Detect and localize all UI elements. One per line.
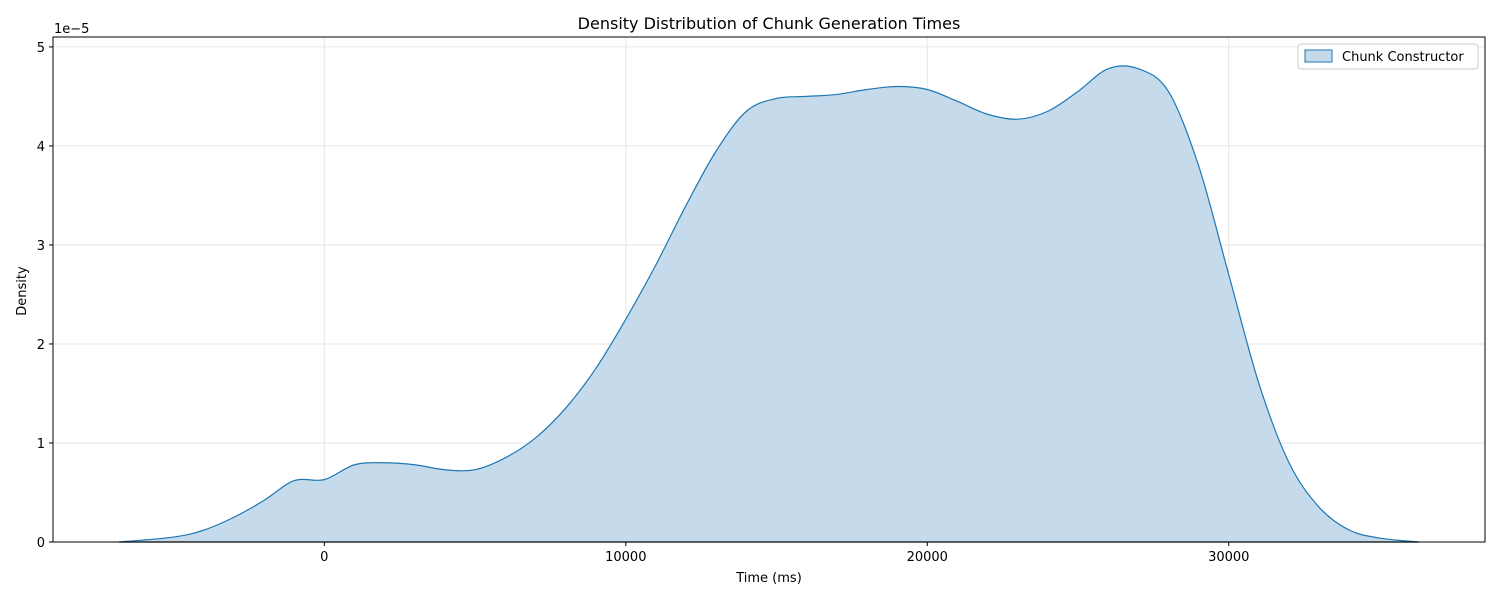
y-tick-label: 5 [37, 41, 45, 56]
y-tick-label: 1 [37, 437, 45, 452]
y-tick-label: 4 [37, 140, 45, 155]
y-tick-label: 2 [37, 338, 45, 353]
legend: Chunk Constructor [1297, 43, 1479, 70]
ticks: 0 10000 20000 30000 0 1 2 3 4 5 [37, 41, 1250, 565]
y-tick-label: 0 [37, 536, 45, 551]
axes-frame [52, 36, 1486, 543]
x-tick-label: 20000 [907, 550, 948, 565]
density-line [119, 65, 1419, 543]
density-fill [119, 65, 1419, 542]
y-axis-offset-label: 1e−5 [54, 22, 89, 37]
legend-label-chunk-constructor: Chunk Constructor [1342, 50, 1464, 65]
plot-area [119, 65, 1419, 543]
chart-title: Density Distribution of Chunk Generation… [578, 14, 961, 33]
y-tick-label: 3 [37, 239, 45, 254]
legend-swatch-chunk-constructor [1304, 49, 1333, 63]
x-tick-label: 30000 [1208, 550, 1249, 565]
legend-frame [1297, 43, 1479, 70]
x-tick-label: 10000 [605, 550, 646, 565]
axes [52, 36, 1486, 543]
x-tick-label: 0 [320, 550, 328, 565]
y-axis-label: Density [15, 266, 30, 316]
x-axis-label: Time (ms) [735, 571, 802, 586]
